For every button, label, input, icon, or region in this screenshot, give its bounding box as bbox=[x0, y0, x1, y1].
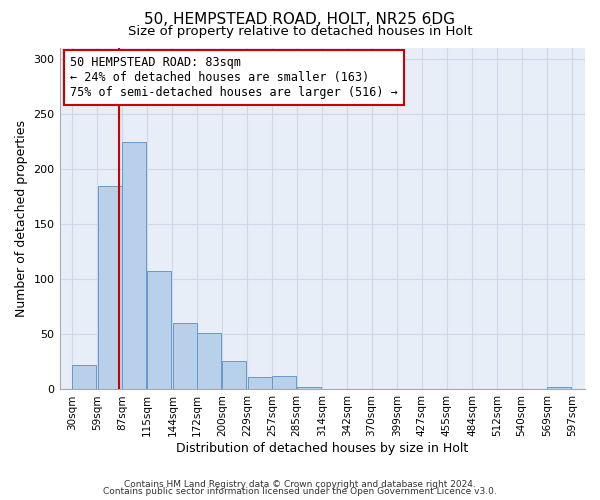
Y-axis label: Number of detached properties: Number of detached properties bbox=[15, 120, 28, 317]
Bar bbox=[173, 324, 197, 390]
Text: 50 HEMPSTEAD ROAD: 83sqm
← 24% of detached houses are smaller (163)
75% of semi-: 50 HEMPSTEAD ROAD: 83sqm ← 24% of detach… bbox=[70, 56, 398, 100]
Bar bbox=[272, 376, 296, 390]
Bar bbox=[248, 378, 272, 390]
Bar bbox=[147, 272, 171, 390]
Bar bbox=[547, 388, 571, 390]
Text: 50, HEMPSTEAD ROAD, HOLT, NR25 6DG: 50, HEMPSTEAD ROAD, HOLT, NR25 6DG bbox=[145, 12, 455, 28]
Text: Contains public sector information licensed under the Open Government Licence v3: Contains public sector information licen… bbox=[103, 488, 497, 496]
Text: Size of property relative to detached houses in Holt: Size of property relative to detached ho… bbox=[128, 25, 472, 38]
X-axis label: Distribution of detached houses by size in Holt: Distribution of detached houses by size … bbox=[176, 442, 469, 455]
Bar bbox=[222, 361, 246, 390]
Bar bbox=[122, 142, 146, 390]
Bar bbox=[297, 388, 321, 390]
Bar bbox=[98, 186, 122, 390]
Text: Contains HM Land Registry data © Crown copyright and database right 2024.: Contains HM Land Registry data © Crown c… bbox=[124, 480, 476, 489]
Bar bbox=[197, 333, 221, 390]
Bar bbox=[72, 365, 96, 390]
